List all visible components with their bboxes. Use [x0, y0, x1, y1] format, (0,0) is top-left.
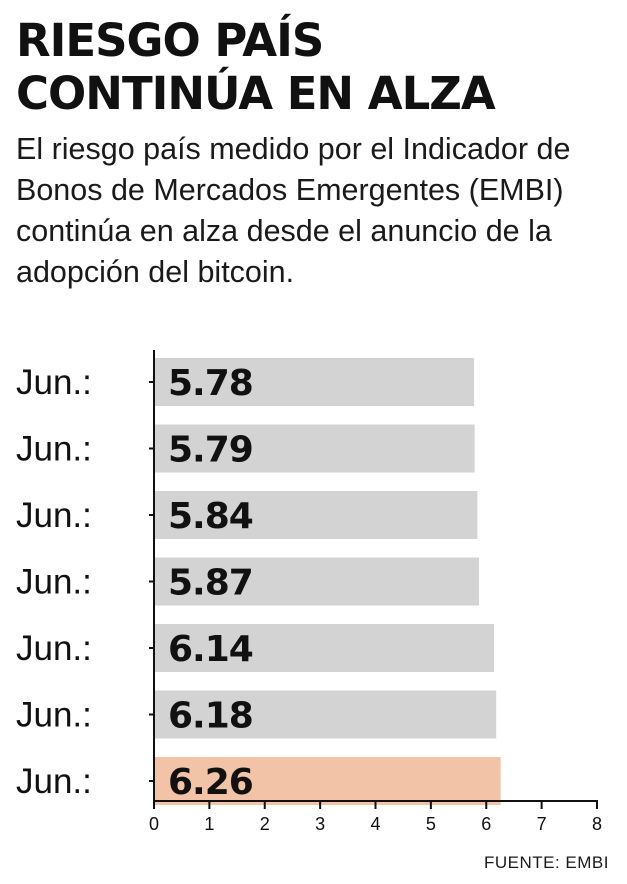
- chart-bar: [154, 757, 501, 805]
- chart-bar: [154, 358, 475, 406]
- bar-value-label: 6.26: [168, 762, 253, 803]
- chart-bar: [154, 424, 475, 473]
- x-tick-label: 5: [426, 814, 436, 834]
- x-tick-label: 4: [370, 814, 380, 834]
- category-label: Jun.:: [16, 762, 92, 801]
- x-tick-label: 2: [260, 814, 270, 834]
- x-tick-label: 1: [204, 814, 214, 834]
- x-tick-label: 3: [315, 814, 325, 834]
- title-line-1: RIESGO PAÍS: [16, 14, 324, 67]
- chart-bar: [154, 624, 495, 672]
- chart-bar: [154, 491, 478, 539]
- bar-value-label: 6.18: [168, 696, 253, 737]
- category-label: Jun.:: [16, 629, 92, 668]
- chart-bar: [154, 690, 497, 739]
- source-note: FUENTE: EMBI: [483, 853, 609, 872]
- bar-value-label: 5.79: [168, 430, 253, 471]
- bar-value-label: 5.87: [168, 563, 253, 604]
- category-label: Jun.:: [16, 563, 92, 602]
- x-tick-label: 0: [149, 814, 159, 834]
- bar-chart: Jun.: 5.78 Jun.: 5.79 Jun.: 5.84 Jun.: 5.87 Jun.…: [16, 350, 602, 834]
- x-tick-label: 6: [481, 814, 491, 834]
- title-line-2: CONTINÚA EN ALZA: [16, 67, 496, 120]
- x-tick-label: 7: [537, 814, 547, 834]
- category-label: Jun.:: [16, 496, 92, 535]
- bar-value-label: 6.14: [168, 629, 253, 670]
- category-label: Jun.:: [16, 696, 92, 735]
- chart-title: RIESGO PAÍS CONTINÚA EN ALZA: [16, 14, 496, 120]
- bar-value-label: 5.84: [168, 496, 253, 537]
- category-label: Jun.:: [16, 363, 92, 402]
- category-label: Jun.:: [16, 430, 92, 469]
- chart-bar: [154, 557, 480, 606]
- chart-subtitle: El riesgo país medido por el Indicador d…: [16, 132, 571, 289]
- x-tick-label: 8: [592, 814, 602, 834]
- bar-value-label: 5.78: [168, 363, 253, 404]
